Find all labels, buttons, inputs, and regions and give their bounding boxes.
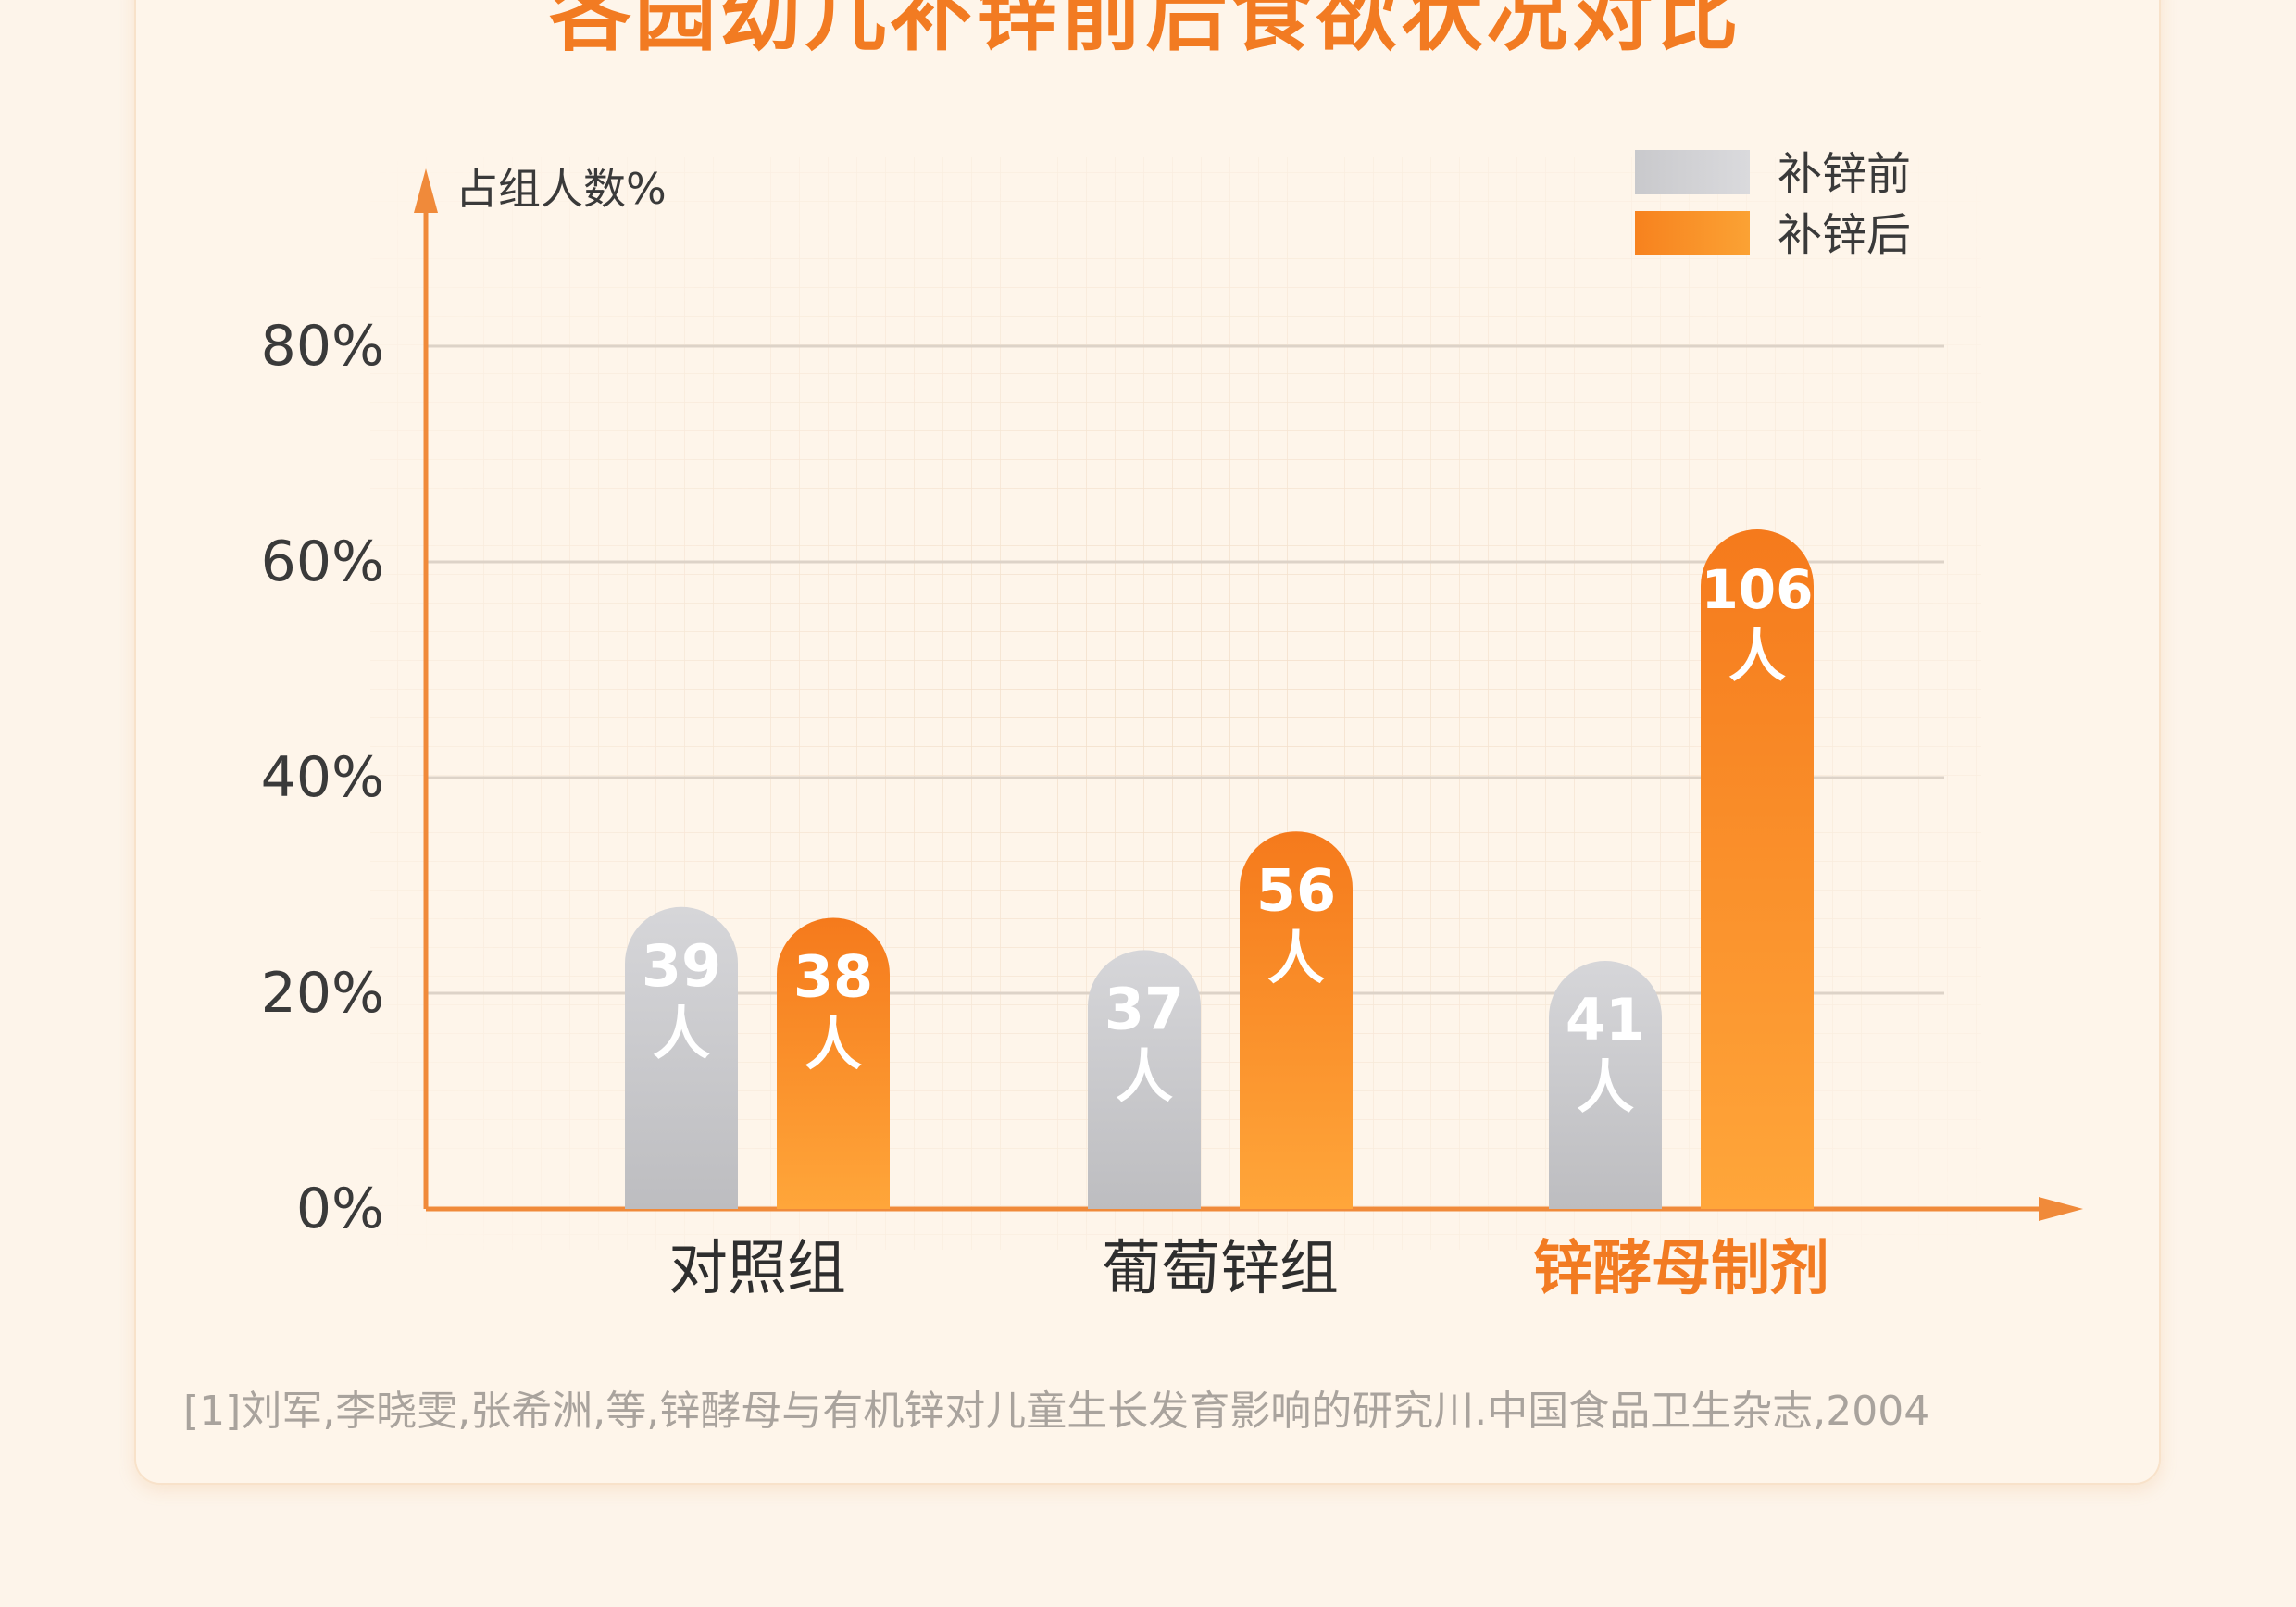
- citation-text: [1]刘军,李晓雯,张希洲,等,锌酵母与有机锌对儿童生长发育影响的研究川.中国食…: [183, 1388, 1930, 1435]
- bar-value-label: 41: [1566, 986, 1645, 1053]
- chart-title: 各园幼儿补锌前后食欲状况对比: [549, 0, 1742, 62]
- y-tick-label: 80%: [261, 314, 384, 379]
- bar-unit-label: 人: [653, 1000, 710, 1067]
- bar-unit-label: 人: [1728, 622, 1786, 690]
- bar-value-label: 56: [1256, 856, 1336, 924]
- x-category-label: 对照组: [668, 1235, 846, 1303]
- bar-unit-label: 人: [1267, 924, 1325, 991]
- y-axis-arrow: [414, 168, 438, 213]
- bar-unit-label: 人: [1577, 1053, 1634, 1121]
- bar-after-0: [777, 917, 890, 1209]
- bar-after-1: [1240, 831, 1353, 1209]
- bar-unit-label: 人: [1116, 1042, 1173, 1110]
- y-tick-label: 60%: [261, 529, 384, 594]
- bar-before-0: [625, 906, 738, 1209]
- y-axis-label: 占组人数%: [455, 164, 667, 214]
- x-category-label: 锌酵母制剂: [1533, 1235, 1829, 1303]
- bar-value-label: 39: [642, 932, 721, 1000]
- bar-before-2: [1549, 961, 1662, 1209]
- bar-value-label: 38: [793, 942, 873, 1010]
- x-axis-arrow: [2039, 1197, 2083, 1221]
- legend-swatch-after: [1635, 211, 1750, 255]
- bar-value-label: 106: [1701, 558, 1813, 621]
- bar-value-label: 37: [1104, 975, 1184, 1042]
- y-tick-label: 40%: [261, 745, 384, 810]
- bar-after-2: [1701, 529, 1814, 1209]
- legend-swatch-before: [1635, 150, 1750, 194]
- bar-unit-label: 人: [805, 1010, 862, 1078]
- bar-before-1: [1088, 950, 1201, 1209]
- legend-label: 补锌前: [1778, 148, 1911, 200]
- y-tick-label: 0%: [296, 1177, 384, 1241]
- x-category-label: 葡萄锌组: [1102, 1235, 1339, 1303]
- y-tick-label: 20%: [261, 961, 384, 1026]
- legend-label: 补锌后: [1778, 209, 1911, 261]
